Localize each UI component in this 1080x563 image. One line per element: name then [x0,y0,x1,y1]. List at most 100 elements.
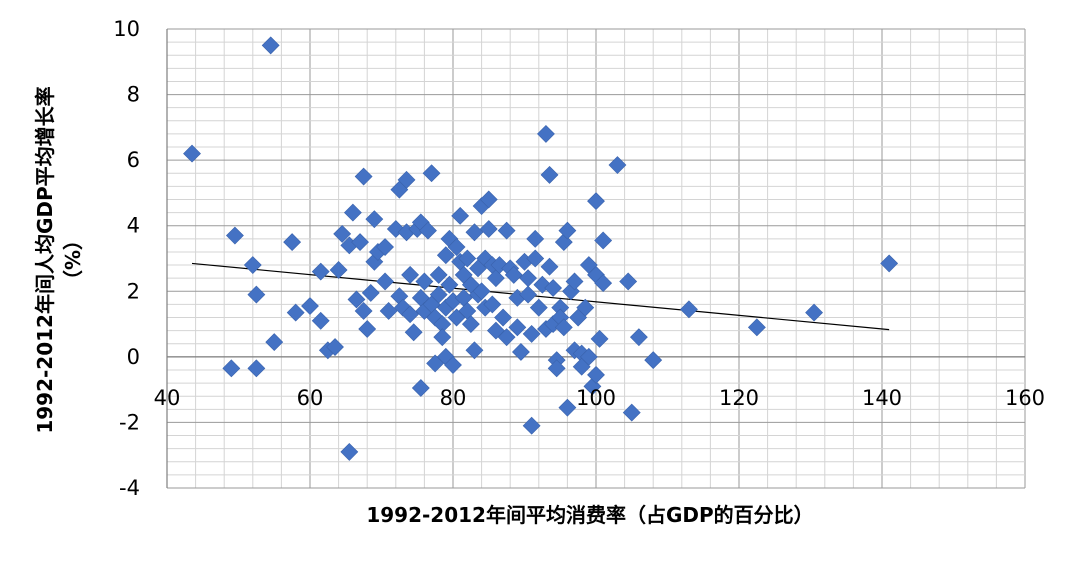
data-point [351,233,369,252]
data-point [415,272,434,291]
data-point [447,238,466,256]
data-point [354,167,373,186]
data-point [183,144,201,163]
data-point [243,256,262,274]
data-point [483,295,502,314]
data-point [247,359,266,378]
data-point [747,318,766,337]
data-point [419,221,437,240]
data-point [440,275,459,294]
data-point [247,285,266,304]
data-point [622,403,641,422]
data-point [805,303,823,322]
data-point [558,398,577,417]
data-point [537,124,555,143]
data-point [519,269,537,288]
y-axis-title-line2: （%） [61,230,85,290]
data-point [329,261,348,279]
data-point [343,203,362,222]
data-point [436,246,455,265]
data-point [644,351,663,370]
data-point [608,156,627,174]
data-point [354,302,373,320]
data-point [465,341,484,360]
data-point [497,221,516,240]
x-tick-label: 160 [1005,386,1045,410]
data-point [376,238,394,256]
data-point [222,359,241,378]
data-point [358,320,377,338]
x-tick-label: 40 [154,386,181,410]
y-tick-label: 2 [127,279,140,303]
y-tick-label: 6 [127,148,140,172]
data-point [411,379,430,397]
data-point [401,265,420,284]
trendline-group [191,262,890,331]
data-point [486,269,505,288]
data-point [429,265,448,284]
x-axis-title: 1992-2012年间平均消费率（占GDP的百分比） [366,503,813,527]
data-point [283,233,302,252]
data-point [629,328,648,347]
data-point [301,297,319,315]
y-tick-label: -2 [119,410,140,434]
data-point [429,285,448,304]
data-point [558,221,577,240]
data-point [261,36,280,55]
trendline [191,262,890,331]
data-point [680,300,698,319]
data-point [461,315,480,333]
data-point [444,356,462,374]
data-point [422,164,441,183]
data-point [540,257,559,276]
grid-lines [166,28,1026,489]
data-point [311,262,330,281]
data-point [401,305,420,324]
data-point [472,282,491,301]
data-point [333,224,352,243]
data-point [494,308,512,327]
data-point [619,272,638,291]
data-point [479,220,498,238]
data-point [526,249,545,268]
y-axis-title-line1: 1992-2012年间人均GDP平均增长率 [33,86,57,433]
data-point [587,365,605,384]
data-point [522,324,541,343]
data-point [386,220,405,238]
y-tick-label: 4 [127,214,140,238]
y-tick-label: -4 [119,476,140,500]
x-tick-label: 120 [719,386,759,410]
data-point [347,290,366,309]
data-point [579,347,598,366]
data-point [554,318,573,337]
x-tick-label: 140 [862,386,902,410]
data-points [183,36,899,461]
data-point [522,416,541,435]
data-point [508,318,527,337]
x-tick-label: 80 [440,386,467,410]
data-point [404,323,423,342]
data-point [326,338,344,356]
data-point [479,190,498,209]
data-point [880,254,899,273]
data-point [576,298,595,317]
data-point [554,233,573,252]
data-point [394,298,412,317]
data-point [451,206,470,225]
data-point [565,272,584,291]
data-point [547,359,566,378]
data-point [433,328,452,347]
data-point [486,321,505,340]
data-point [594,274,613,293]
data-point [587,192,605,211]
data-point [458,249,477,268]
y-tick-label: 10 [113,17,140,41]
data-point [529,298,548,317]
tick-labels: 40 60 80 100 120 140 160 -4 -2 0 2 4 6 8 10 [113,17,1045,500]
data-point [594,231,613,250]
data-point [379,302,398,320]
data-point [376,272,394,291]
data-point [590,329,609,348]
y-tick-label: 8 [127,83,140,107]
